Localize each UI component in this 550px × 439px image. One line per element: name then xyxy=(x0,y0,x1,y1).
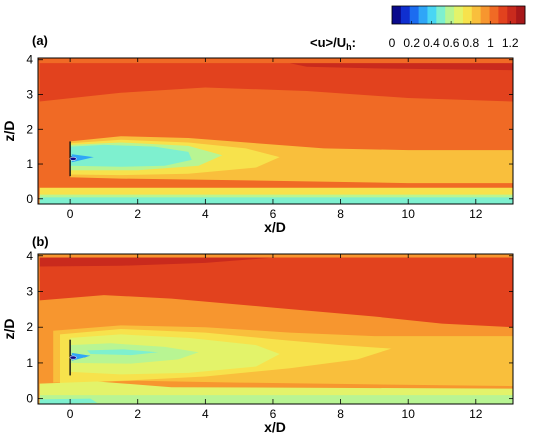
colorbar-swatch xyxy=(471,6,482,24)
colorbar-tick-label: 0 xyxy=(389,36,396,50)
colorbar-swatch xyxy=(427,6,437,24)
x-axis: 0 2 4 6 8 10 12 xyxy=(67,58,483,221)
velocity-contour xyxy=(71,154,94,163)
velocity-contour xyxy=(87,349,158,356)
y-tick-label: 0 xyxy=(26,392,33,406)
velocity-field xyxy=(39,255,513,404)
colorbar-swatch xyxy=(489,6,499,24)
colorbar-frame xyxy=(391,5,526,25)
colorbar-swatch xyxy=(498,6,508,24)
x-axis-label: x/D xyxy=(264,219,286,235)
velocity-field xyxy=(39,59,513,204)
velocity-contour xyxy=(39,398,98,404)
x-tick-label: 8 xyxy=(337,407,344,421)
y-tick-label: 4 xyxy=(26,53,33,67)
velocity-contour xyxy=(39,197,513,204)
x-axis: 0 2 4 6 8 10 12 xyxy=(67,254,483,421)
x-tick-label: 2 xyxy=(134,207,141,221)
colorbar-ticks: 0 0.2 0.4 0.6 0.8 1 1.2 xyxy=(389,21,519,50)
x-tick-label: 6 xyxy=(270,407,277,421)
colorbar-swatch xyxy=(436,6,446,24)
colorbar-tick-label: 1.2 xyxy=(502,36,519,50)
y-tick-label: 0 xyxy=(26,192,33,206)
colorbar-swatch xyxy=(516,6,526,24)
panel-label: (a) xyxy=(32,33,48,48)
turbine xyxy=(69,141,77,177)
colorbar-swatch xyxy=(462,6,473,24)
velocity-contour xyxy=(71,352,91,361)
colorbar-tick-label: 0.8 xyxy=(462,36,479,50)
colorbar-tick-label: 0.6 xyxy=(443,36,460,50)
x-tick-label: 12 xyxy=(469,407,483,421)
y-tick-label: 2 xyxy=(26,122,33,136)
colorbar-tick-label: 0.2 xyxy=(403,36,420,50)
y-tick-label: 3 xyxy=(26,88,33,102)
y-axis: 0 1 2 3 4 xyxy=(26,53,513,206)
x-tick-label: 4 xyxy=(202,207,209,221)
turbine-hub xyxy=(69,156,77,161)
velocity-contour xyxy=(289,63,513,71)
colorbar-swatch xyxy=(445,6,455,24)
colorbar-swatch xyxy=(418,6,428,24)
x-tick-label: 12 xyxy=(469,207,483,221)
x-tick-label: 4 xyxy=(202,407,209,421)
colorbar-tick-label: 0.4 xyxy=(423,36,440,50)
colorbar-swatches xyxy=(392,6,526,24)
colorbar-title: <u>/Uh: xyxy=(310,35,356,52)
x-tick-label: 2 xyxy=(134,407,141,421)
colorbar-swatch xyxy=(409,6,419,24)
x-tick-label: 0 xyxy=(67,407,74,421)
y-axis-label: z/D xyxy=(1,319,17,340)
velocity-contour xyxy=(39,395,513,404)
colorbar-swatch xyxy=(454,6,464,24)
plot-frame xyxy=(37,57,514,205)
colorbar: 0 0.2 0.4 0.6 0.8 1 1.2 <u>/Uh: xyxy=(310,5,526,52)
colorbar-swatch xyxy=(480,6,490,24)
turbine xyxy=(69,339,77,376)
y-tick-label: 1 xyxy=(26,157,33,171)
colorbar-swatch xyxy=(392,6,402,24)
y-axis: 0 1 2 3 4 xyxy=(26,249,513,406)
x-axis-label: x/D xyxy=(264,419,286,435)
x-tick-label: 10 xyxy=(402,207,416,221)
x-tick-label: 8 xyxy=(337,207,344,221)
y-axis-label: z/D xyxy=(1,121,17,142)
colorbar-tick-label: 1 xyxy=(487,36,494,50)
velocity-contour xyxy=(39,257,274,267)
y-tick-label: 2 xyxy=(26,320,33,334)
velocity-contour xyxy=(70,144,192,167)
y-tick-label: 4 xyxy=(26,249,33,263)
y-tick-label: 3 xyxy=(26,285,33,299)
plot-frame xyxy=(37,253,514,405)
x-tick-label: 10 xyxy=(402,407,416,421)
y-tick-label: 1 xyxy=(26,356,33,370)
panel-label: (b) xyxy=(32,234,49,249)
x-tick-label: 0 xyxy=(67,207,74,221)
colorbar-swatch xyxy=(400,6,411,24)
colorbar-swatch xyxy=(507,6,517,24)
x-tick-label: 6 xyxy=(270,207,277,221)
turbine-hub xyxy=(69,355,77,360)
